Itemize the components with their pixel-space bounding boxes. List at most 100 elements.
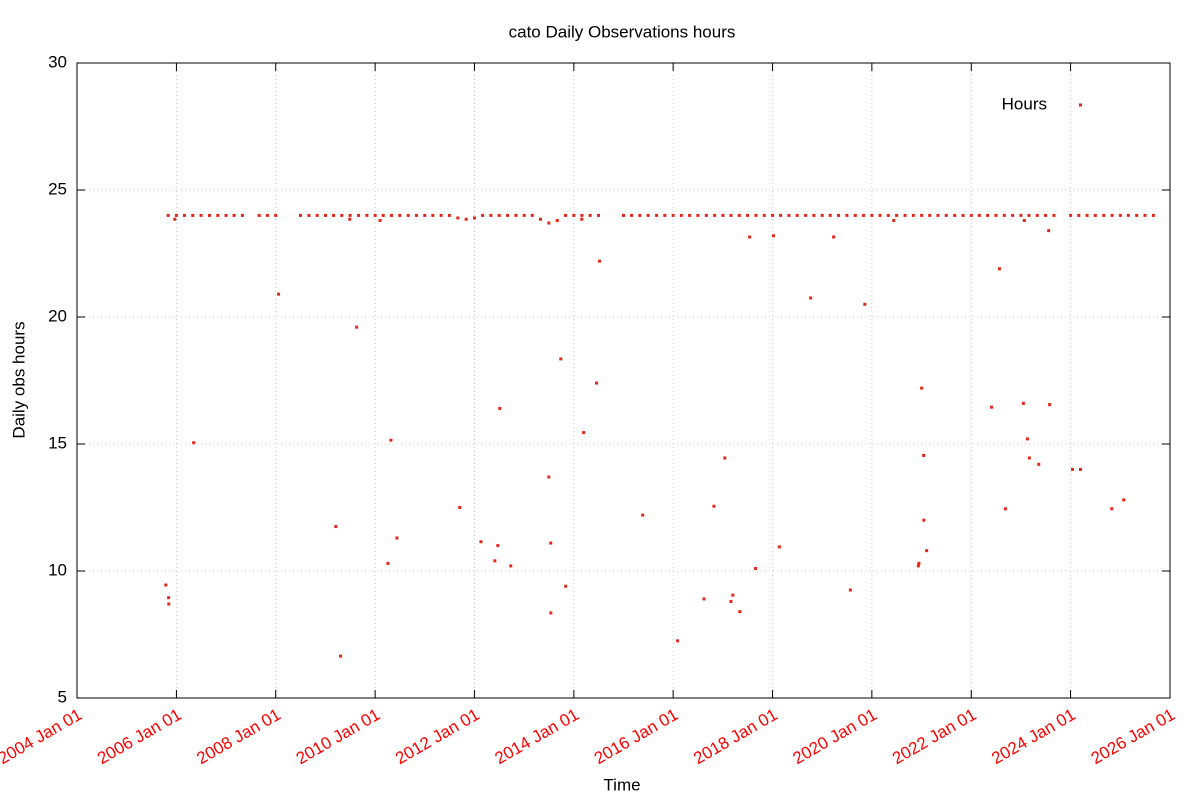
data-point <box>772 234 776 238</box>
data-point <box>723 456 727 460</box>
data-point <box>969 213 973 217</box>
data-point <box>398 213 402 217</box>
data-point <box>1025 437 1029 441</box>
data-point <box>1069 213 1073 217</box>
data-point <box>1035 213 1039 217</box>
data-point <box>729 599 733 603</box>
data-point <box>655 213 659 217</box>
data-point <box>862 213 866 217</box>
plot-area: 5 10 15 20 25 30 2004 Jan 01 2006 Jan 01 2008 Ja… <box>0 52 1178 768</box>
data-point <box>192 441 196 445</box>
data-point <box>373 213 377 217</box>
data-point <box>886 213 890 217</box>
data-point <box>355 325 359 329</box>
data-point <box>381 213 385 217</box>
data-point <box>522 213 526 217</box>
data-point <box>754 213 758 217</box>
data-point <box>622 213 625 217</box>
data-point <box>1110 507 1114 511</box>
data-point <box>845 213 849 217</box>
data-point <box>638 213 642 217</box>
data-point <box>903 213 907 217</box>
data-point <box>863 302 867 306</box>
data-point <box>464 217 468 221</box>
data-point <box>1070 467 1074 471</box>
x-tick-label: 2012 Jan 01 <box>392 705 483 768</box>
data-point <box>1077 213 1081 217</box>
x-tick-label: 2026 Jan 01 <box>1088 705 1179 768</box>
data-point <box>456 216 460 220</box>
data-point <box>580 217 584 221</box>
data-point <box>423 213 427 217</box>
data-point <box>298 213 302 217</box>
data-point <box>1122 498 1126 502</box>
data-point <box>274 213 278 217</box>
data-point <box>738 610 742 614</box>
data-point <box>961 213 965 217</box>
data-point <box>1003 507 1007 511</box>
data-point <box>1085 213 1089 217</box>
data-point <box>595 381 599 385</box>
data-point <box>925 549 929 553</box>
data-point <box>892 218 896 222</box>
data-point <box>386 561 390 565</box>
data-point <box>1002 213 1006 217</box>
data-point <box>809 296 813 300</box>
data-point <box>1102 213 1106 217</box>
y-tick-label: 15 <box>48 433 67 452</box>
data-point <box>837 213 841 217</box>
data-point <box>339 654 343 658</box>
data-point <box>406 213 410 217</box>
data-point <box>986 213 990 217</box>
data-point <box>458 506 462 509</box>
data-point <box>588 213 592 217</box>
data-point <box>1019 213 1023 217</box>
x-tick-label: 2008 Jan 01 <box>193 705 284 768</box>
data-point <box>1126 213 1130 217</box>
x-tick-label: 2014 Jan 01 <box>492 705 583 768</box>
data-point <box>431 213 435 217</box>
data-point <box>1044 213 1048 217</box>
data-point <box>514 213 518 217</box>
data-point <box>671 213 675 217</box>
data-point <box>1151 213 1155 217</box>
data-point <box>1135 213 1139 217</box>
data-point <box>737 213 741 217</box>
data-point <box>224 213 228 217</box>
data-point <box>702 597 706 601</box>
data-point <box>1027 456 1031 460</box>
data-point <box>878 213 882 217</box>
data-point <box>539 217 543 221</box>
data-point <box>1048 403 1052 407</box>
data-point <box>641 513 645 517</box>
legend-marker <box>1079 103 1082 107</box>
data-point <box>676 639 680 643</box>
x-tick-label: 2024 Jan 01 <box>988 705 1079 768</box>
y-tick-label: 30 <box>48 52 67 71</box>
data-point <box>323 213 327 217</box>
data-point <box>832 235 836 239</box>
data-point <box>916 564 920 568</box>
data-point <box>216 213 220 217</box>
legend-label: Hours <box>1002 94 1047 113</box>
plot-frame <box>76 62 1171 699</box>
x-tick-label: 2016 Jan 01 <box>591 705 682 768</box>
data-point <box>389 213 393 217</box>
data-point <box>547 221 551 225</box>
data-point <box>777 545 781 549</box>
data-point <box>572 213 576 217</box>
data-point <box>365 213 369 217</box>
data-point <box>1022 218 1026 222</box>
data-point <box>848 588 852 592</box>
data-point <box>922 518 926 522</box>
data-point <box>1093 213 1097 217</box>
data-point <box>389 438 393 442</box>
data-point <box>712 504 716 508</box>
data-point <box>688 213 692 217</box>
data-point <box>447 213 451 217</box>
data-point <box>191 213 195 217</box>
data-point <box>559 357 563 361</box>
data-point <box>731 593 735 597</box>
data-point <box>729 213 733 217</box>
